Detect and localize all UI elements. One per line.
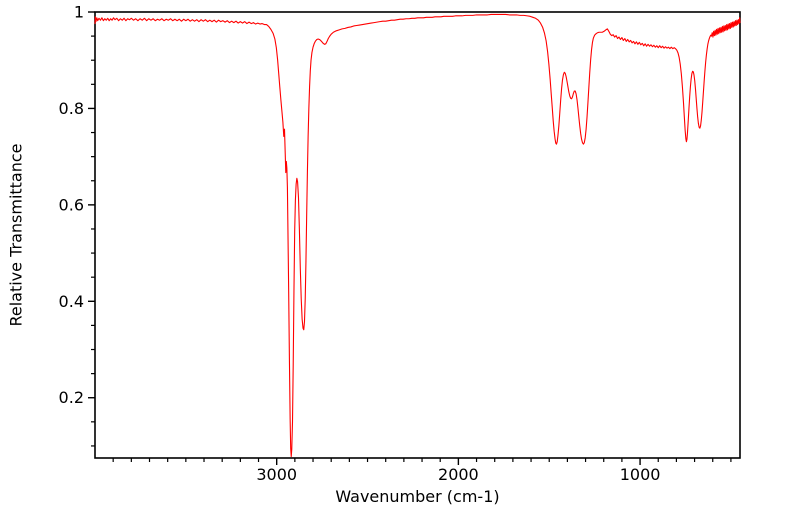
y-tick-label: 0.4 <box>59 292 84 311</box>
x-tick-label: 1000 <box>620 465 661 484</box>
y-tick-label: 0.8 <box>59 99 84 118</box>
spectrum-line <box>94 13 741 458</box>
y-axis-title: Relative Transmittance <box>6 143 26 327</box>
x-axis-title: Wavenumber (cm-1) <box>335 487 500 506</box>
y-tick-label: 0.2 <box>59 388 84 407</box>
y-tick-label: 0.6 <box>59 195 84 214</box>
y-tick-label: 1 <box>74 3 84 22</box>
x-tick-label: 3000 <box>256 465 297 484</box>
plot-frame <box>94 11 741 459</box>
x-tick-label: 2000 <box>438 465 479 484</box>
